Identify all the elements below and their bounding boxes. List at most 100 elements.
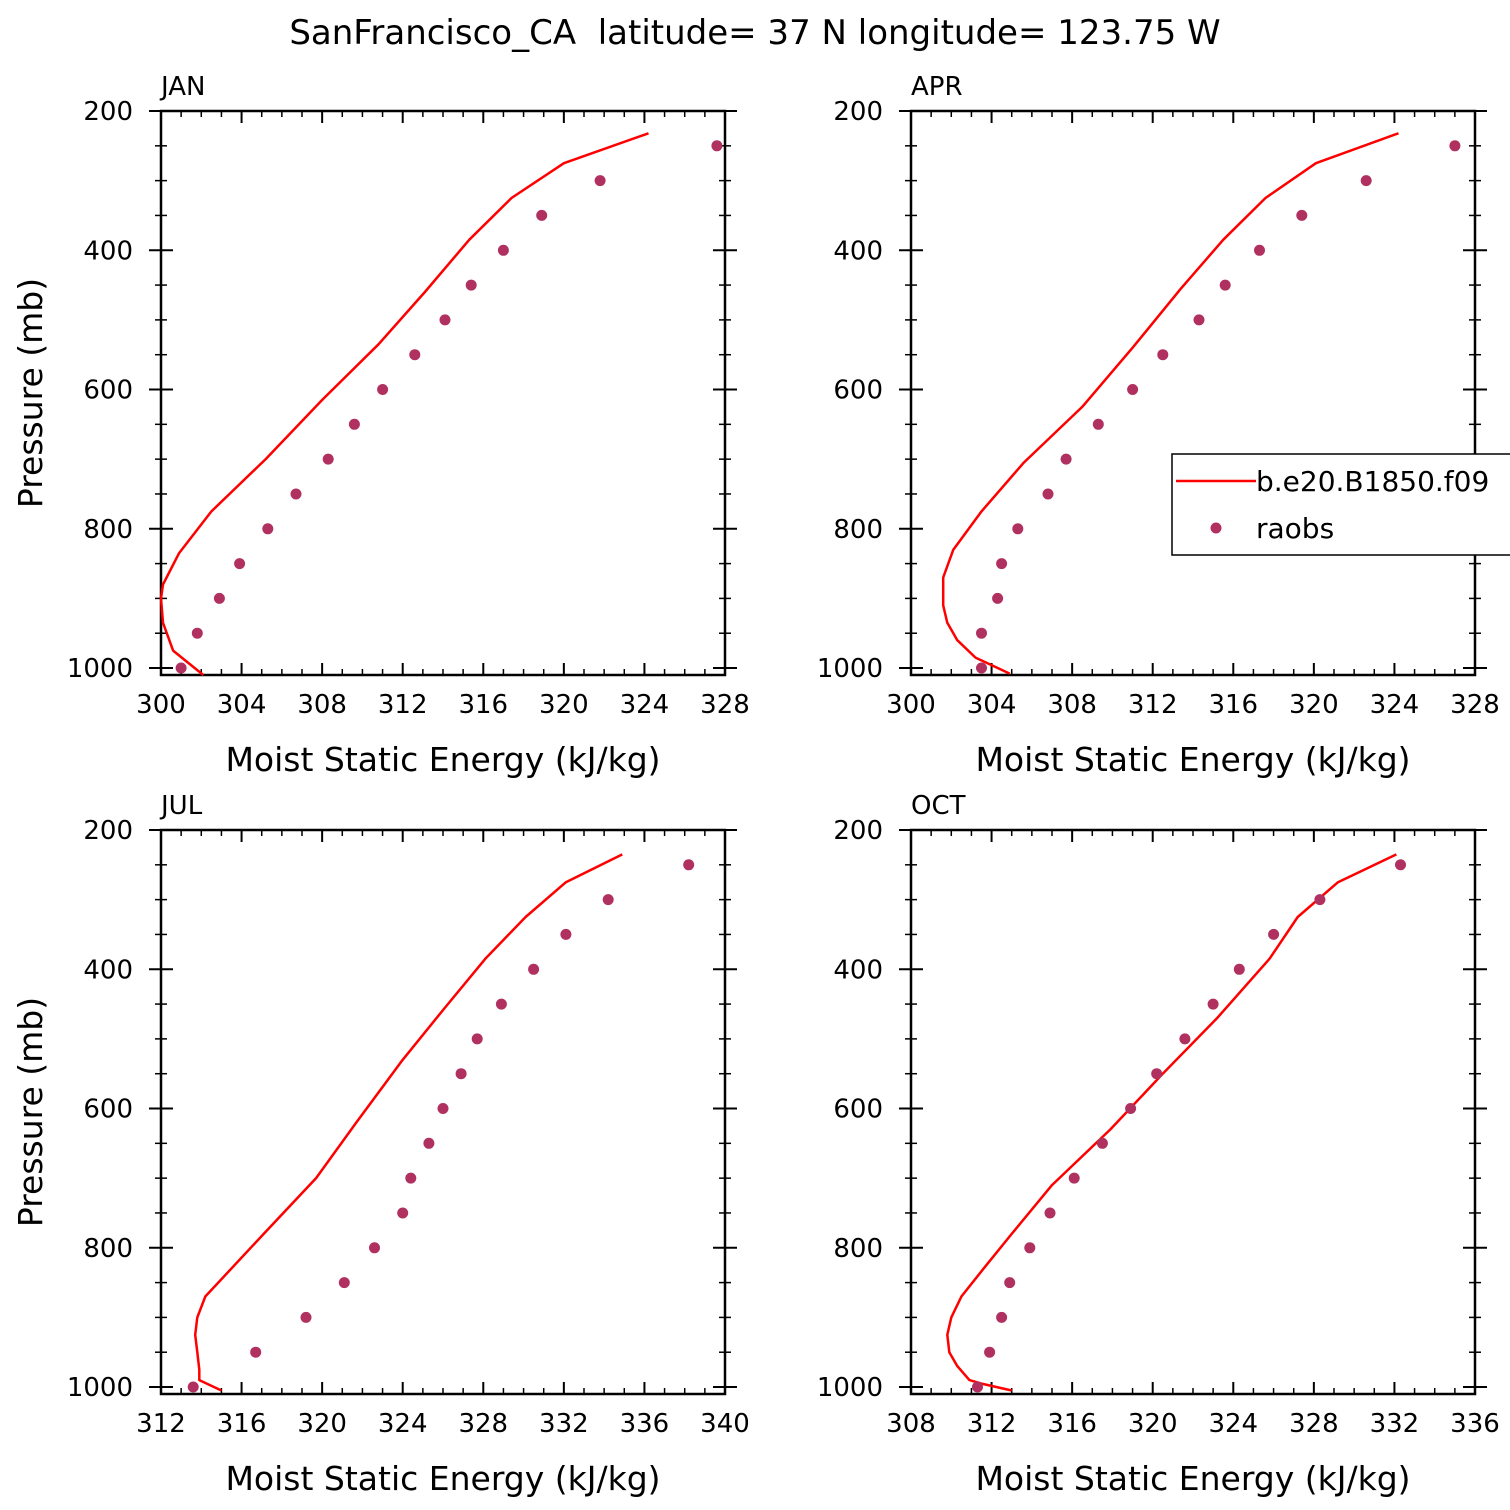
- y-tick-label: 1000: [817, 1373, 883, 1403]
- raobs-point: [322, 453, 334, 465]
- raobs-point: [187, 1381, 199, 1393]
- raobs-point: [338, 1277, 350, 1289]
- y-tick-label: 800: [833, 1234, 883, 1264]
- panel-jan: JAN 300 304 308 312 316 320 324 328 200 400 600 800 1…: [11, 72, 750, 779]
- raobs-point: [992, 592, 1004, 604]
- raobs-point: [465, 279, 477, 291]
- panels: JAN 300 304 308 312 316 320 324 328 200 400 600 800 1…: [11, 72, 1500, 1498]
- x-tick-label: 316: [217, 1409, 267, 1439]
- raobs-point: [996, 558, 1008, 570]
- y-tick-label: 400: [83, 236, 133, 266]
- raobs-point: [1004, 1277, 1016, 1289]
- raobs-point: [976, 627, 987, 639]
- raobs-point: [972, 1381, 983, 1393]
- raobs-point: [536, 209, 548, 221]
- x-tick-label: 300: [886, 690, 936, 720]
- raobs-point: [300, 1311, 312, 1323]
- raobs-point: [1096, 1137, 1108, 1149]
- x-axis-label: Moist Static Energy (kJ/kg): [975, 740, 1410, 779]
- x-tick-label: 316: [458, 690, 508, 720]
- model-profile-line: [193, 853, 623, 1392]
- y-tick-label: 400: [833, 955, 883, 985]
- raobs-point: [1268, 928, 1280, 940]
- raobs-point: [1233, 963, 1245, 975]
- raobs-point: [1193, 314, 1205, 326]
- raobs-point: [348, 418, 360, 430]
- panel-label: APR: [911, 72, 963, 102]
- legend-box: [1171, 453, 1510, 556]
- x-tick-label: 332: [1370, 1409, 1420, 1439]
- raobs-point: [1024, 1242, 1036, 1254]
- raobs-point: [1157, 349, 1169, 361]
- raobs-point: [471, 1033, 483, 1045]
- x-tick-label: 324: [1370, 690, 1420, 720]
- y-tick-label: 800: [833, 515, 883, 545]
- raobs-point: [250, 1346, 262, 1358]
- x-tick-label: 328: [458, 1409, 508, 1439]
- y-tick-label: 200: [833, 816, 883, 846]
- raobs-point: [1042, 488, 1054, 500]
- x-tick-label: 312: [1128, 690, 1178, 720]
- raobs-point: [1068, 1172, 1080, 1184]
- y-tick-label: 600: [83, 376, 133, 406]
- y-tick-label: 200: [833, 97, 883, 127]
- legend: b.e20.B1850.f09 raobs: [1171, 453, 1510, 556]
- raobs-point: [1044, 1207, 1056, 1219]
- raobs-point: [1151, 1068, 1163, 1080]
- x-tick-label: 304: [217, 690, 267, 720]
- legend-label: raobs: [1256, 512, 1334, 545]
- y-axis-label: Pressure (mb): [11, 278, 50, 508]
- y-tick-label: 1000: [67, 1373, 133, 1403]
- y-tick-label: 600: [833, 1095, 883, 1125]
- raobs-point: [1254, 244, 1265, 256]
- x-tick-label: 320: [1128, 1409, 1178, 1439]
- raobs-point: [423, 1137, 435, 1149]
- raobs-point: [1395, 859, 1406, 871]
- raobs-point: [439, 314, 451, 326]
- x-axis-label: Moist Static Energy (kJ/kg): [225, 1459, 660, 1498]
- raobs-point: [455, 1068, 467, 1080]
- raobs-point: [1012, 523, 1024, 535]
- raobs-point: [1449, 140, 1461, 152]
- raobs-point: [528, 963, 540, 975]
- panel-label: JAN: [159, 72, 205, 102]
- raobs-point: [1314, 894, 1326, 906]
- y-tick-label: 1000: [817, 654, 883, 684]
- x-tick-label: 328: [700, 690, 750, 720]
- panel-jul: JUL 312 316 320 324 328 332 336 340 200 400 600 800 1…: [11, 791, 750, 1498]
- raobs-point: [1296, 209, 1308, 221]
- y-tick-label: 400: [833, 236, 883, 266]
- panel-oct: OCT 308 312 316 320 324 328 332 336 200 400 600 800 1…: [817, 791, 1500, 1498]
- raobs-point: [1360, 175, 1372, 187]
- y-tick-label: 1000: [67, 654, 133, 684]
- raobs-point: [369, 1242, 380, 1254]
- x-tick-label: 320: [539, 690, 589, 720]
- raobs-point: [234, 558, 246, 570]
- panel-label: JUL: [159, 791, 203, 821]
- panel-label: OCT: [911, 791, 966, 821]
- x-tick-label: 300: [136, 690, 186, 720]
- raobs-point: [976, 662, 987, 674]
- x-tick-label: 320: [1289, 690, 1339, 720]
- raobs-point: [290, 488, 302, 500]
- raobs-point: [602, 894, 614, 906]
- x-tick-label: 308: [297, 690, 347, 720]
- y-axis-label: Pressure (mb): [11, 997, 50, 1227]
- x-tick-label: 328: [1289, 1409, 1339, 1439]
- y-tick-label: 400: [83, 955, 133, 985]
- raobs-point: [984, 1346, 996, 1358]
- raobs-point: [1127, 384, 1139, 395]
- x-tick-label: 324: [620, 690, 670, 720]
- raobs-point: [1207, 998, 1219, 1010]
- x-tick-label: 316: [1047, 1409, 1097, 1439]
- x-tick-label: 312: [967, 1409, 1017, 1439]
- raobs-point: [683, 859, 695, 871]
- x-tick-label: 308: [886, 1409, 936, 1439]
- x-tick-label: 328: [1450, 690, 1500, 720]
- raobs-point: [175, 662, 187, 674]
- x-tick-label: 308: [1047, 690, 1097, 720]
- model-profile-line: [159, 132, 649, 676]
- raobs-point: [377, 384, 389, 395]
- raobs-point: [1219, 279, 1231, 291]
- x-tick-label: 312: [378, 690, 428, 720]
